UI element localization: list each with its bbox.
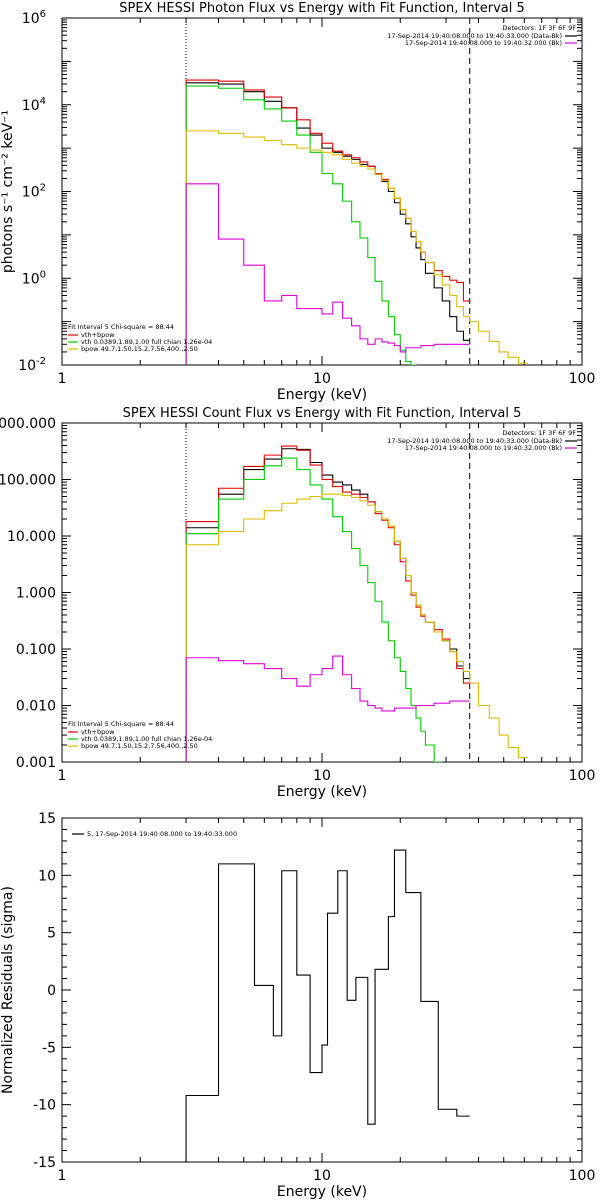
series-group (185, 445, 529, 762)
chart-panel-1: 1 10 100 10-2 100 102 104 106 SPEX HESSI Photon … (0, 1, 596, 403)
y-tick-label: 104 (22, 96, 46, 114)
y-tick-label: 0.010 (16, 699, 56, 715)
y-tick-label: 106 (22, 9, 46, 27)
plot-frame (61, 817, 583, 1163)
x-tick-label: 1 (58, 768, 67, 784)
x-tick-label: 100 (569, 371, 596, 387)
x-axis-label: Energy (keV) (277, 784, 367, 800)
chart-title: SPEX HESSI Photon Flux vs Energy with Fi… (119, 1, 525, 16)
x-tick-label: 10 (313, 371, 331, 387)
chart-panel-2: 1 10 100 0.001 0.010 0.100 1.000 10.000 100.000 1… (0, 406, 596, 800)
legend-entry-label: vth 0.0389,1.89,1.00 full chian 1.26e-04 (81, 338, 212, 346)
y-tick-label: -15 (33, 1155, 56, 1171)
series-5-17-sep-2014-19-40-08-000-to-19-40-33-000-line (185, 849, 470, 1162)
legend-entry-label: 17-Sep-2014 19:40:08.000 to 19:40:33.000… (387, 437, 562, 445)
series-bpow-line (185, 130, 529, 365)
series-vth-bpow-line (185, 79, 470, 365)
legend-entry-label: bpow 49.7,1.50,15.2,7.56,400.,2.50 (81, 345, 198, 353)
y-tick-label: 10-2 (18, 356, 46, 374)
y-tick-label: 102 (22, 183, 46, 201)
y-tick-label: 100.000 (0, 473, 56, 489)
legend-bottom-left: Fit Interval 5 Chi-square = 88.44vth+bpo… (68, 720, 212, 750)
series-vth-line (185, 85, 417, 365)
y-tick-label: 0 (47, 983, 56, 999)
y-tick-label: -5 (42, 1040, 56, 1056)
y-tick-label: 10 (38, 868, 56, 884)
legend-entry-label: bpow 49.7,1.50,15.2,7.56,400.,2.50 (81, 742, 198, 750)
series-vth-bpow-line (185, 445, 470, 762)
legend-header: Detectors: 1F 3F 6F 9F (502, 24, 576, 32)
series-data-bk-line (185, 82, 470, 365)
y-tick-label: 1.000 (16, 586, 56, 602)
legend-top-left: 5, 17-Sep-2014 19:40:08.000 to 19:40:33.… (72, 830, 237, 838)
y-tick-label: 10.000 (7, 529, 56, 545)
series-group (185, 849, 470, 1162)
chart-panel-3: 1 10 100 -15 -10 -5 0 5 10 15 Energy (keV) Normaliz… (0, 811, 595, 1200)
y-axis-label: Normalized Residuals (sigma) (0, 886, 16, 1094)
y-tick-label: -10 (33, 1098, 56, 1114)
legend-entry-label: 17-Sep-2014 19:40:08.000 to 19:40:33.000… (387, 32, 562, 40)
x-tick-label: 1 (58, 1168, 67, 1184)
legend-entry-label: 17-Sep-2014 19:40:08.000 to 19:40:32.000… (405, 444, 562, 452)
x-tick-label: 10 (313, 768, 331, 784)
y-tick-label: 5 (47, 926, 56, 942)
legend-header: Fit Interval 5 Chi-square = 88.44 (68, 720, 174, 728)
legend-header: Detectors: 1F 3F 6F 9F (502, 429, 576, 437)
legend-entry-label: vth+bpow (81, 728, 115, 736)
x-tick-label: 1 (58, 371, 67, 387)
y-tick-label: 15 (38, 811, 56, 827)
legend-entry-label: 5, 17-Sep-2014 19:40:08.000 to 19:40:33.… (87, 830, 237, 838)
x-tick-label: 100 (569, 1168, 596, 1184)
x-tick-label: 10 (313, 1168, 331, 1184)
chart-title: SPEX HESSI Count Flux vs Energy with Fit… (123, 406, 522, 421)
x-axis-label: Energy (keV) (277, 387, 367, 403)
series-group (185, 79, 529, 365)
y-tick-label: 100 (22, 269, 46, 287)
y-tick-label: 0.001 (16, 755, 56, 771)
series-bpow-line (185, 493, 529, 762)
y-axis-label: photons s⁻¹ cm⁻² keV⁻¹ (0, 110, 16, 273)
x-axis-label: Energy (keV) (277, 1184, 367, 1200)
legend-header: Fit Interval 5 Chi-square = 88.44 (68, 323, 174, 331)
x-tick-label: 100 (569, 768, 596, 784)
legend-entry-label: vth 0.0389,1.89,1.00 full chian 1.26e-04 (81, 735, 212, 743)
series-bk-line (185, 655, 470, 762)
legend-bottom-left: Fit Interval 5 Chi-square = 88.44vth+bpo… (68, 323, 212, 353)
series-data-bk-line (185, 448, 470, 762)
legend-entry-label: vth+bpow (81, 331, 115, 339)
series-vth-line (185, 457, 443, 762)
y-tick-label: 0.100 (16, 642, 56, 658)
legend-entry-label: 17-Sep-2014 19:40:08.000 to 19:40:32.000… (405, 39, 562, 47)
series-bk-line (185, 183, 470, 365)
